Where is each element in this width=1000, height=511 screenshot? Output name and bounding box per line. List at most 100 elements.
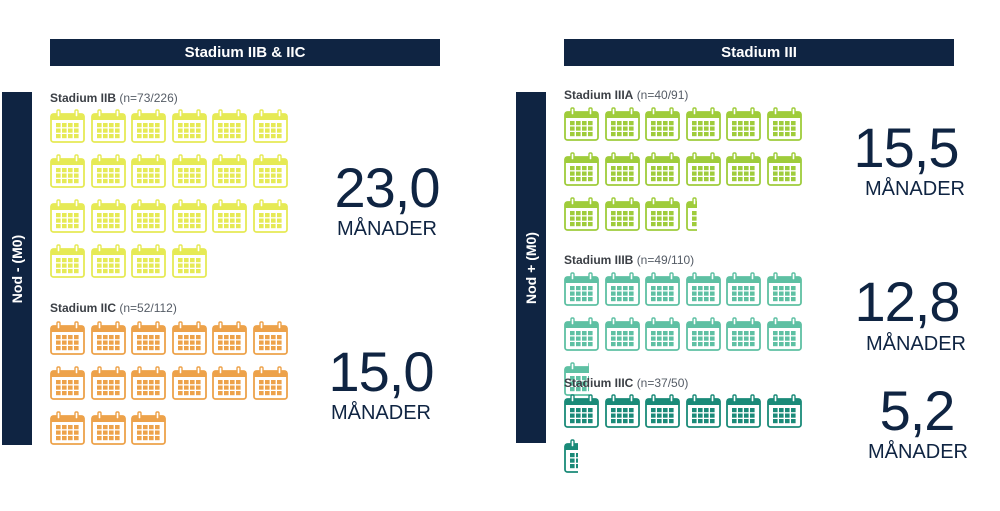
calendar-icon — [645, 107, 680, 146]
group-name: Stadium IIIB — [564, 253, 634, 267]
months-unit-iiia: MÅNADER — [864, 178, 965, 200]
months-unit-iiic: MÅNADER — [867, 441, 968, 463]
group-name: Stadium IIIC — [564, 376, 634, 390]
calendar-icon — [171, 321, 207, 360]
group-count: (n=37/50) — [636, 376, 689, 390]
calendar-icon — [766, 317, 802, 356]
calendar-icon — [90, 366, 126, 405]
group-label-iiia: Stadium IIIA (n=40/91) — [564, 88, 688, 102]
calendar-icon — [50, 154, 85, 193]
calendar-icon — [131, 199, 166, 238]
calendar-icon-partial — [685, 197, 721, 236]
calendar-icon — [131, 244, 166, 283]
group-name: Stadium IIIA — [564, 88, 634, 102]
months-value-iiib: 12,8 — [854, 270, 961, 333]
calendar-icon — [50, 411, 85, 450]
calendar-icon — [564, 317, 599, 356]
calendar-icon — [50, 244, 85, 283]
calendar-icon — [50, 109, 85, 148]
right-side-label: Nod + (M0) — [523, 231, 539, 304]
months-unit-iiib: MÅNADER — [865, 333, 966, 355]
calendar-icon — [90, 199, 126, 238]
calendar-icon — [131, 109, 166, 148]
group-count: (n=40/91) — [636, 88, 689, 102]
calendar-icon — [766, 394, 802, 433]
calendar-icon — [131, 366, 166, 405]
group-name: Stadium IIC — [50, 301, 117, 315]
calendar-icon — [604, 107, 640, 146]
calendar-icon — [252, 154, 288, 193]
calendar-icon — [212, 109, 247, 148]
calendar-icon — [604, 197, 640, 236]
calendar-icon — [685, 152, 721, 191]
calendar-icon — [604, 152, 640, 191]
months-value-iiic: 5,2 — [879, 379, 956, 442]
group-label-iib: Stadium IIB (n=73/226) — [50, 91, 178, 105]
calendar-icon — [564, 272, 599, 311]
group-label-iiib: Stadium IIIB (n=49/110) — [564, 253, 694, 267]
calendar-icon — [171, 154, 207, 193]
calendar-icon — [564, 152, 599, 191]
months-value-iic: 15,0 — [328, 340, 435, 403]
calendar-icon — [726, 272, 761, 311]
left-side-label-bar: Nod - (M0) — [2, 92, 32, 445]
calendar-icon — [726, 317, 761, 356]
right-side-label-bar: Nod + (M0) — [516, 92, 546, 443]
calendar-icon — [604, 272, 640, 311]
calendar-icon — [766, 107, 802, 146]
calendar-icon — [685, 107, 721, 146]
calendar-icon — [726, 107, 761, 146]
calendar-icon — [252, 321, 288, 360]
group-count: (n=73/226) — [119, 91, 178, 105]
calendar-icon — [564, 394, 599, 433]
right-panel-title: Stadium III — [564, 39, 954, 66]
calendar-icon — [252, 366, 288, 405]
calendar-icon — [212, 366, 247, 405]
calendar-icon — [171, 366, 207, 405]
calendar-icon — [50, 366, 85, 405]
calendar-icon-partial — [564, 439, 599, 478]
months-unit-iib: MÅNADER — [336, 218, 437, 240]
calendar-icon — [645, 197, 680, 236]
calendar-icon — [171, 109, 207, 148]
calendar-icon — [685, 394, 721, 433]
calendar-icon — [90, 244, 126, 283]
calendar-icon — [726, 152, 761, 191]
calendar-icon — [171, 244, 207, 283]
group-label-iic: Stadium IIC (n=52/112) — [50, 301, 177, 315]
left-panel-title: Stadium IIB & IIC — [50, 39, 440, 66]
calendar-icon — [564, 197, 599, 236]
months-value-iiia: 15,5 — [853, 116, 960, 179]
calendar-icon — [90, 411, 126, 450]
calendar-icon — [131, 321, 166, 360]
group-count: (n=49/110) — [636, 253, 695, 267]
calendar-icon — [50, 321, 85, 360]
calendar-icon — [212, 321, 247, 360]
group-name: Stadium IIB — [50, 91, 117, 105]
calendar-icon — [685, 317, 721, 356]
months-value-iib: 23,0 — [334, 156, 441, 219]
left-side-label: Nod - (M0) — [9, 234, 25, 303]
calendar-icon — [212, 199, 247, 238]
months-unit-iic: MÅNADER — [330, 402, 431, 424]
calendar-icon — [726, 394, 761, 433]
calendar-icon — [171, 199, 207, 238]
calendar-icon — [645, 152, 680, 191]
calendar-icon — [645, 272, 680, 311]
calendar-icon — [90, 109, 126, 148]
calendar-icon — [645, 317, 680, 356]
calendar-icon — [90, 154, 126, 193]
calendar-icon — [252, 109, 288, 148]
calendar-icon — [252, 199, 288, 238]
calendar-icon — [766, 152, 802, 191]
calendar-icon — [766, 272, 802, 311]
calendar-icon — [645, 394, 680, 433]
calendar-icon — [685, 272, 721, 311]
calendar-icon — [564, 107, 599, 146]
calendar-icon — [90, 321, 126, 360]
calendar-icon — [212, 154, 247, 193]
group-label-iiic: Stadium IIIC (n=37/50) — [564, 376, 688, 390]
calendar-icon — [50, 199, 85, 238]
calendar-icon — [604, 394, 640, 433]
group-count: (n=52/112) — [119, 301, 177, 315]
